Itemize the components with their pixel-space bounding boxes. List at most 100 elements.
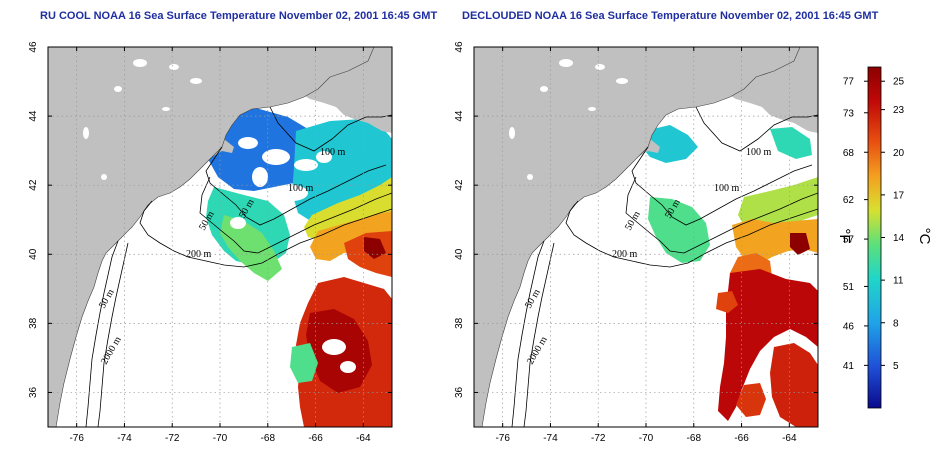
- contour-label: 200 m: [186, 249, 212, 260]
- celsius-unit-label: °C: [916, 228, 933, 245]
- lat-tick-label: 46: [28, 41, 39, 53]
- coastline: [481, 47, 801, 427]
- lon-tick-label: -68: [261, 433, 276, 444]
- lon-tick-label: -72: [165, 433, 180, 444]
- land-mass: [206, 139, 234, 157]
- fahrenheit-tick-label: 57: [843, 235, 855, 246]
- depth-contour: [565, 200, 818, 268]
- lake: [509, 127, 515, 139]
- celsius-tick-label: 20: [893, 148, 905, 159]
- sst-patch: [290, 343, 318, 383]
- depth-contour: [631, 146, 813, 226]
- lat-tick-label: 46: [454, 41, 465, 53]
- contour-label: 100 m: [288, 183, 314, 194]
- sst-patch: [648, 197, 710, 263]
- fahrenheit-tick-label: 51: [843, 282, 855, 293]
- lat-tick-label: 44: [28, 110, 39, 122]
- lon-tick-label: -76: [69, 433, 84, 444]
- contour-label: 100 m: [320, 147, 346, 158]
- land-mass: [632, 139, 660, 157]
- lon-tick-label: -74: [543, 433, 558, 444]
- fahrenheit-tick-label: 41: [843, 361, 855, 372]
- cloud-gap: [252, 167, 268, 187]
- lake: [83, 127, 89, 139]
- land-mass: [474, 47, 800, 427]
- lake: [133, 59, 147, 67]
- lat-tick-label: 36: [28, 386, 39, 398]
- cloud-gap: [340, 361, 356, 373]
- lon-tick-label: -64: [356, 433, 371, 444]
- sst-patch: [640, 125, 698, 163]
- contour-label: 100 m: [714, 183, 740, 194]
- depth-contour: [269, 106, 392, 152]
- left-panel-title: RU COOL NOAA 16 Sea Surface Temperature …: [40, 10, 438, 22]
- cloud-gap: [316, 151, 332, 163]
- depth-contour: [199, 176, 392, 254]
- fahrenheit-unit-label: °F: [836, 228, 853, 243]
- lake: [588, 107, 596, 111]
- lake: [101, 174, 107, 180]
- lake: [169, 64, 179, 70]
- lon-tick-label: -70: [213, 433, 228, 444]
- sst-patch: [220, 215, 282, 281]
- temperature-colorbar: 25 23 20 17 14 11 8 5 77 73 68 62 57 51 46 41 °F °C: [836, 66, 933, 409]
- sst-patch: [770, 343, 818, 427]
- contour-label: 200 m: [612, 249, 638, 260]
- fahrenheit-tick-label: 73: [843, 108, 855, 119]
- depth-contour: [139, 200, 392, 268]
- sst-patch: [718, 269, 818, 421]
- fahrenheit-tick-label: 77: [843, 77, 855, 88]
- lon-tick-label: -64: [782, 433, 797, 444]
- depth-contour: [511, 240, 545, 427]
- lake: [162, 107, 170, 111]
- lat-tick-label: 38: [28, 317, 39, 329]
- celsius-tick-label: 8: [893, 318, 899, 329]
- depth-contour: [523, 242, 555, 427]
- cloud-gap: [238, 137, 258, 149]
- celsius-tick-label: 14: [893, 233, 905, 244]
- depth-contour: [695, 106, 818, 152]
- lon-tick-label: -66: [308, 433, 323, 444]
- cloud-gap: [276, 185, 308, 201]
- lat-tick-label: 36: [454, 386, 465, 398]
- lat-tick-label: 44: [454, 110, 465, 122]
- sst-patch: [738, 177, 818, 233]
- lake: [114, 86, 122, 92]
- sst-patch: [732, 219, 818, 265]
- lon-tick-label: -66: [734, 433, 749, 444]
- lon-tick-label: -74: [117, 433, 132, 444]
- fahrenheit-tick-label: 68: [843, 148, 855, 159]
- celsius-tick-label: 5: [893, 361, 899, 372]
- cloud-gap: [294, 159, 318, 171]
- lake: [190, 78, 202, 84]
- land-mass: [710, 47, 818, 133]
- lat-tick-label: 38: [454, 317, 465, 329]
- fahrenheit-tick-label: 46: [843, 321, 855, 332]
- lon-tick-label: -68: [687, 433, 702, 444]
- coastline: [55, 47, 375, 427]
- sst-patch: [770, 127, 812, 159]
- celsius-tick-label: 25: [893, 77, 905, 88]
- lon-tick-label: -72: [591, 433, 606, 444]
- sst-patch: [790, 233, 810, 255]
- lake: [527, 174, 533, 180]
- fahrenheit-tick-label: 62: [843, 195, 855, 206]
- depth-contour: [625, 176, 818, 254]
- lake: [540, 86, 548, 92]
- contour-label: 100 m: [746, 147, 772, 158]
- right-panel-title: DECLOUDED NOAA 16 Sea Surface Temperatur…: [462, 10, 879, 22]
- colorbar-gradient: [867, 66, 882, 409]
- depth-contour: [205, 146, 387, 226]
- lat-tick-label: 42: [28, 179, 39, 191]
- cloud-gap: [322, 339, 346, 355]
- celsius-tick-label: 23: [893, 105, 905, 116]
- lat-tick-label: 40: [28, 248, 39, 260]
- cloud-gap: [230, 217, 246, 229]
- land-mass: [48, 47, 374, 427]
- sst-patch: [364, 237, 386, 259]
- depth-contour: [97, 242, 129, 427]
- sst-patch: [716, 291, 738, 313]
